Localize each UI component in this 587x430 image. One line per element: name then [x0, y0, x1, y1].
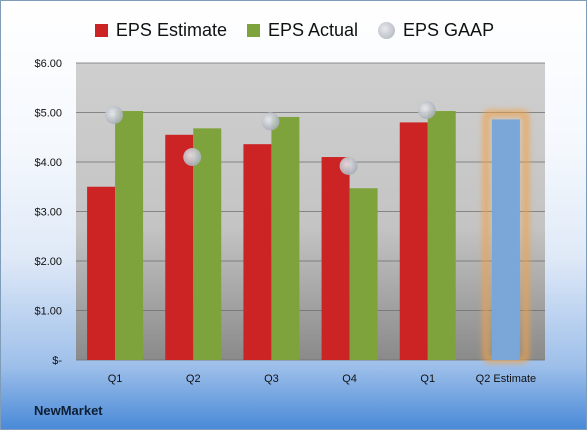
legend-swatch-actual: [246, 23, 260, 37]
legend: EPS Estimate EPS Actual EPS GAAP: [1, 15, 586, 45]
bar-actual: [427, 111, 456, 360]
legend-swatch-estimate: [94, 23, 108, 37]
legend-label-gaap: EPS GAAP: [403, 19, 495, 40]
x-tick-label: Q1: [420, 373, 435, 385]
legend-label-actual: EPS Actual: [267, 19, 359, 40]
bar-actual: [193, 128, 222, 360]
x-tick-label: Q2: [186, 373, 201, 385]
x-tick-label: Q2 Estimate: [476, 373, 537, 385]
x-tick-label: Q3: [264, 373, 279, 385]
legend-item-actual: EPS Actual: [246, 19, 359, 41]
company-name: NewMarket: [34, 403, 103, 418]
bar-forecast: [491, 119, 520, 361]
bar-actual: [271, 116, 300, 360]
x-tick-label: Q4: [342, 373, 357, 385]
gaap-marker: [339, 156, 358, 175]
legend-swatch-gaap: [378, 21, 396, 39]
y-tick-label: $1.00: [34, 306, 62, 318]
bar-estimate: [399, 122, 428, 361]
legend-label-estimate: EPS Estimate: [115, 19, 227, 40]
y-tick-label: $2.00: [34, 256, 62, 268]
bar-estimate: [243, 144, 272, 360]
bar-actual: [115, 111, 144, 360]
y-tick-label: $-: [52, 355, 62, 367]
bar-actual: [349, 188, 378, 360]
x-tick-label: Q1: [108, 373, 123, 385]
gaap-marker: [183, 148, 202, 167]
gaap-marker: [105, 105, 124, 124]
y-tick-label: $4.00: [34, 157, 62, 169]
y-tick-label: $6.00: [34, 58, 62, 70]
legend-item-estimate: EPS Estimate: [94, 19, 227, 41]
bar-estimate: [321, 157, 350, 360]
legend-item-gaap: EPS GAAP: [378, 20, 494, 41]
gaap-marker: [417, 101, 436, 120]
gaap-marker: [261, 112, 280, 131]
y-tick-label: $5.00: [34, 108, 62, 120]
y-tick-label: $3.00: [34, 207, 62, 219]
bar-estimate: [87, 186, 116, 360]
bar-estimate: [165, 134, 194, 360]
